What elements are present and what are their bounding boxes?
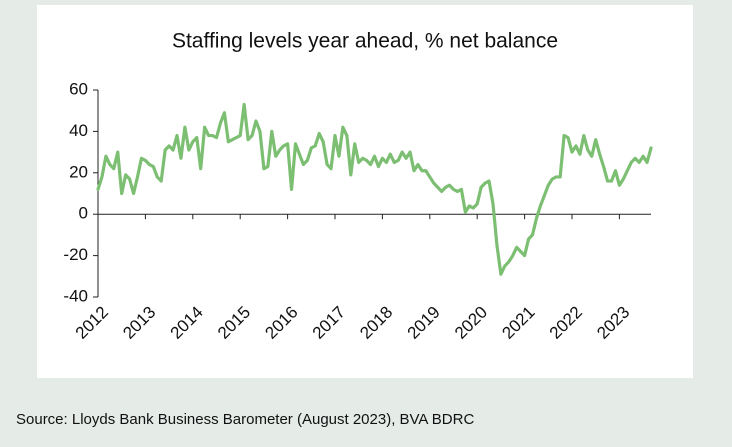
y-tick-label: 60 [69, 79, 88, 98]
x-tick-label: 2023 [593, 303, 633, 343]
x-tick-label: 2012 [72, 303, 112, 343]
source-note: Source: Lloyds Bank Business Barometer (… [16, 411, 475, 428]
x-tick-label: 2017 [309, 303, 349, 343]
x-tick-label: 2019 [404, 303, 444, 343]
y-tick-label: 20 [69, 162, 88, 181]
x-tick-label: 2016 [261, 303, 301, 343]
x-tick-label: 2015 [214, 303, 254, 343]
data-line [96, 102, 653, 276]
x-tick-label: 2020 [451, 303, 491, 343]
x-tick-label: 2013 [119, 303, 159, 343]
x-tick-label: 2018 [356, 303, 396, 343]
y-tick-label: 40 [69, 121, 88, 140]
x-tick-label: 2014 [167, 303, 207, 343]
y-tick-label: 0 [79, 204, 88, 223]
x-tick-label: 2022 [546, 303, 586, 343]
x-tick-label: 2021 [498, 303, 538, 343]
chart-panel [37, 5, 693, 378]
y-tick-label: -20 [63, 245, 88, 264]
chart-title: Staffing levels year ahead, % net balanc… [172, 30, 558, 53]
y-tick-label: -40 [63, 286, 88, 305]
